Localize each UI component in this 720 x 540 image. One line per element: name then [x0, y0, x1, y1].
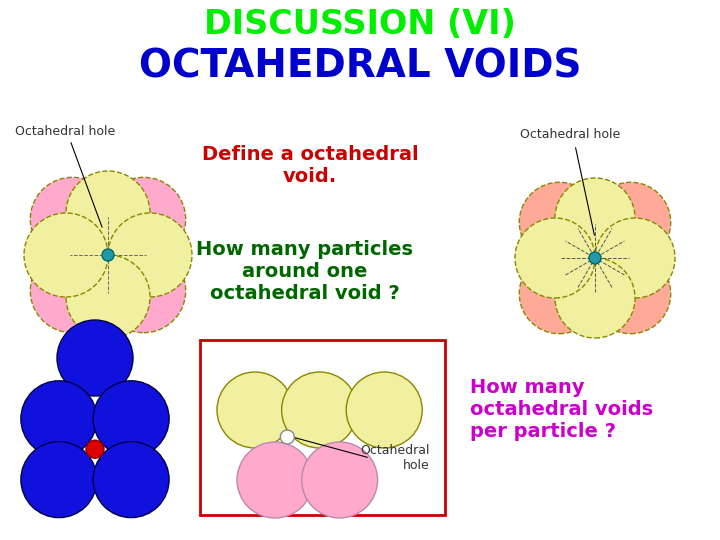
Circle shape — [21, 442, 97, 518]
Circle shape — [102, 177, 186, 261]
Circle shape — [555, 178, 635, 258]
Circle shape — [102, 249, 186, 333]
Circle shape — [102, 249, 114, 261]
Circle shape — [30, 249, 114, 333]
Circle shape — [86, 440, 104, 458]
Circle shape — [519, 254, 599, 334]
Circle shape — [280, 430, 294, 444]
Bar — [200, 340, 445, 515]
Circle shape — [590, 254, 671, 334]
Circle shape — [66, 171, 150, 255]
Text: Octahedral
hole: Octahedral hole — [361, 444, 430, 472]
Circle shape — [57, 320, 133, 396]
Circle shape — [346, 372, 422, 448]
Circle shape — [515, 218, 595, 298]
Circle shape — [93, 381, 169, 457]
Text: Define a octahedral
void.: Define a octahedral void. — [202, 145, 418, 186]
Text: Octahedral hole: Octahedral hole — [520, 128, 620, 141]
Circle shape — [519, 183, 599, 262]
Text: Octahedral hole: Octahedral hole — [15, 125, 115, 138]
Circle shape — [66, 255, 150, 339]
Circle shape — [24, 213, 108, 297]
Circle shape — [237, 442, 313, 518]
Text: OCTAHEDRAL VOIDS: OCTAHEDRAL VOIDS — [139, 48, 581, 86]
Text: DISCUSSION (VI): DISCUSSION (VI) — [204, 8, 516, 41]
Text: How many particles
around one
octahedral void ?: How many particles around one octahedral… — [197, 240, 413, 303]
Circle shape — [589, 252, 601, 264]
Text: How many
octahedral voids
per particle ?: How many octahedral voids per particle ? — [470, 378, 653, 441]
Circle shape — [595, 218, 675, 298]
Circle shape — [590, 183, 671, 262]
Circle shape — [30, 177, 114, 261]
Circle shape — [302, 442, 377, 518]
Circle shape — [217, 372, 293, 448]
Circle shape — [555, 258, 635, 338]
Circle shape — [21, 381, 97, 457]
Circle shape — [108, 213, 192, 297]
Circle shape — [282, 372, 358, 448]
Circle shape — [93, 442, 169, 518]
